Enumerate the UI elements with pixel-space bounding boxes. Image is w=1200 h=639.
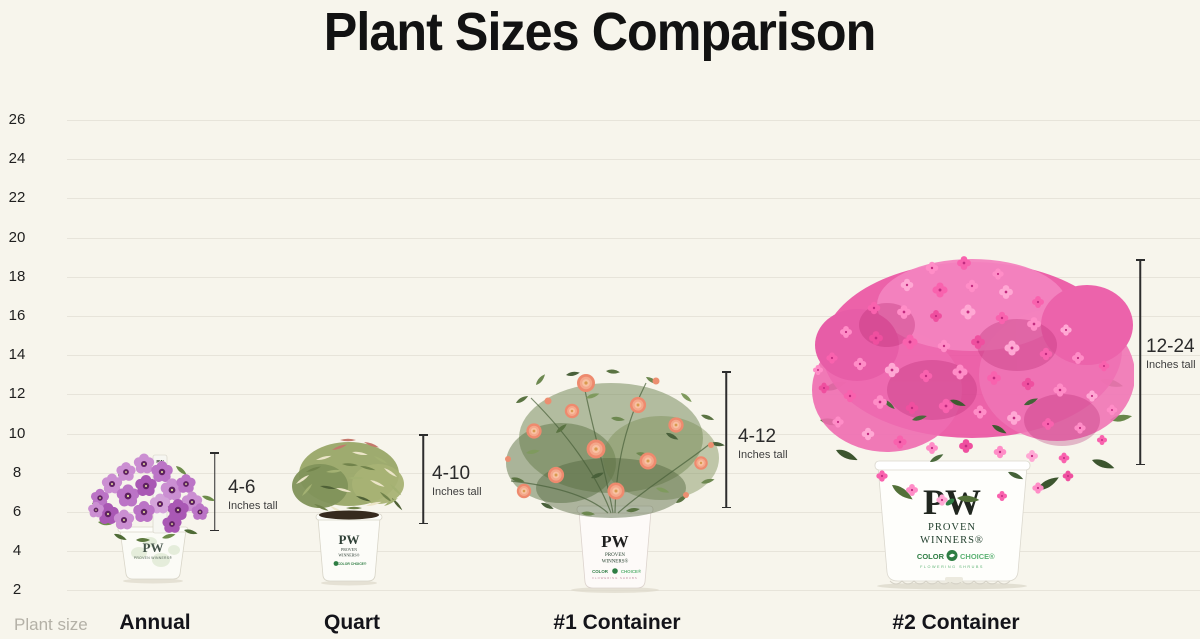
svg-text:PW: PW: [143, 540, 164, 555]
svg-text:PW: PW: [339, 532, 360, 547]
svg-text:COLOR: COLOR: [592, 569, 609, 574]
svg-text:PW: PW: [601, 532, 628, 551]
quart-plant-image: PW PROVEN WINNERS® COLOR CHOICE®: [292, 438, 404, 586]
category-label-container1: #1 Container: [553, 611, 681, 634]
container1-plant-image: PW PROVEN WINNERS® COLOR CHOICE® FLOWERI…: [505, 369, 726, 593]
svg-text:PROVEN: PROVEN: [605, 553, 625, 558]
y-tick: 4: [12, 542, 22, 559]
svg-text:WINNERS®: WINNERS®: [920, 535, 984, 546]
y-tick: 10: [8, 425, 26, 442]
y-tick: 14: [8, 346, 26, 363]
category-label-annual: Annual: [119, 611, 191, 634]
measure-label-container1: 4-12 Inches tall: [738, 426, 788, 461]
y-tick: 6: [12, 503, 22, 520]
y-gridline: [67, 355, 1200, 356]
measure-bracket-annual: [210, 452, 219, 531]
svg-text:PROVEN: PROVEN: [341, 547, 357, 552]
y-gridline: [67, 277, 1200, 278]
svg-text:PROVEN WINNERS®: PROVEN WINNERS®: [134, 556, 172, 560]
y-tick: 18: [8, 268, 26, 285]
container2-pot: PW PROVEN WINNERS® COLOR CHOICE® FLOWERI…: [874, 460, 1031, 585]
svg-text:COLOR: COLOR: [917, 552, 945, 561]
annual-plant-image: PW PROVEN WINNERS® PW: [88, 453, 214, 584]
y-gridline: [67, 316, 1200, 317]
category-label-container2: #2 Container: [892, 611, 1020, 634]
svg-text:CHOICE®: CHOICE®: [621, 569, 642, 574]
container2-plant-image: PW PROVEN WINNERS® COLOR CHOICE® FLOWERI…: [812, 256, 1134, 590]
y-tick: 2: [12, 581, 22, 598]
y-tick: 20: [8, 229, 26, 246]
svg-text:WINNERS®: WINNERS®: [602, 559, 629, 565]
svg-text:PROVEN: PROVEN: [928, 522, 976, 533]
svg-text:CHOICE®: CHOICE®: [960, 552, 995, 561]
y-gridline: [67, 238, 1200, 239]
measure-bracket-container2: [1135, 259, 1145, 465]
svg-text:FLOWERING SHRUBS: FLOWERING SHRUBS: [920, 565, 984, 569]
annual-flowers: [88, 453, 209, 533]
container1-pot: PW PROVEN WINNERS® COLOR CHOICE® FLOWERI…: [576, 505, 654, 589]
svg-text:FLOWERING SHRUBS: FLOWERING SHRUBS: [592, 576, 637, 580]
container2-flower-mass: [812, 256, 1134, 506]
y-tick: 16: [8, 307, 26, 324]
measure-bracket-quart: [418, 434, 428, 524]
y-tick: 12: [8, 385, 26, 402]
svg-text:COLOR CHOICE®: COLOR CHOICE®: [338, 562, 367, 566]
x-axis-label: Plant size: [14, 615, 88, 634]
measure-bracket-container1: [721, 371, 731, 508]
annual-pot: PW PROVEN WINNERS®: [117, 526, 189, 580]
measure-label-container2: 12-24 Inches tall: [1146, 336, 1196, 371]
y-tick: 8: [12, 464, 22, 481]
y-tick: 26: [8, 111, 26, 128]
y-gridline: [67, 198, 1200, 199]
measure-label-quart: 4-10 Inches tall: [432, 463, 482, 498]
y-gridline: [67, 120, 1200, 121]
category-label-quart: Quart: [323, 611, 381, 634]
quart-foliage: [292, 438, 404, 520]
page-title: Plant Sizes Comparison: [324, 2, 877, 62]
container1-flowers: [505, 374, 714, 500]
y-tick: 24: [8, 150, 26, 167]
quart-pot: PW PROVEN WINNERS® COLOR CHOICE®: [315, 513, 383, 582]
y-tick: 22: [8, 189, 26, 206]
svg-text:WINNERS®: WINNERS®: [338, 553, 359, 558]
measure-label-annual: 4-6 Inches tall: [228, 477, 278, 512]
y-gridline: [67, 159, 1200, 160]
